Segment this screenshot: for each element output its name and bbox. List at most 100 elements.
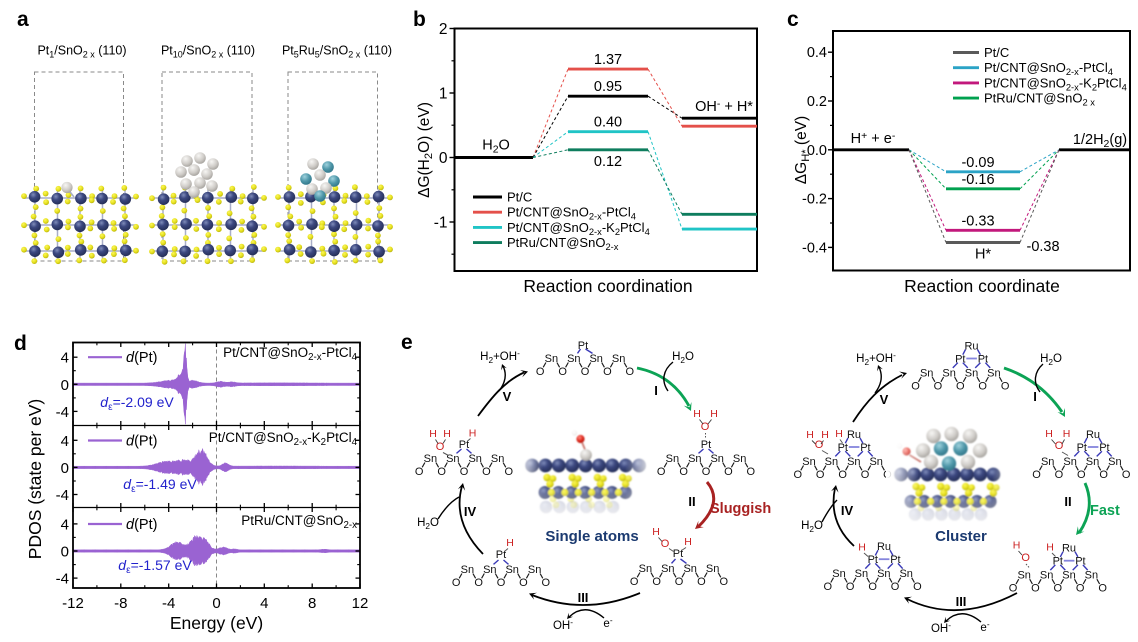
svg-text:O: O <box>934 380 943 392</box>
svg-text:I: I <box>654 383 658 398</box>
svg-text:Sn: Sn <box>899 568 912 580</box>
svg-text:Pt1​/SnO2 x​ (110): Pt1​/SnO2 x​ (110) <box>37 44 126 60</box>
svg-text:OH-​: OH-​ <box>553 618 573 632</box>
svg-text:0: 0 <box>61 544 69 561</box>
svg-text:0.95: 0.95 <box>594 79 622 95</box>
svg-text:O: O <box>702 466 711 478</box>
svg-text:H: H <box>835 428 843 440</box>
svg-text:O: O <box>657 466 666 478</box>
svg-text:III: III <box>578 590 589 605</box>
svg-text:O: O <box>558 366 567 378</box>
svg-text:O: O <box>482 466 491 478</box>
svg-text:-1: -1 <box>434 215 448 232</box>
svg-text:II: II <box>1064 494 1071 509</box>
svg-text:Pt/CNT@SnO2-x​-K2​PtCl4​: Pt/CNT@SnO2-x​-K2​PtCl4​ <box>209 430 358 448</box>
svg-text:e-​: e-​ <box>980 620 989 634</box>
svg-text:Pt: Pt <box>673 548 683 560</box>
svg-text:Sn: Sn <box>424 453 437 465</box>
svg-text:Sn: Sn <box>528 564 541 576</box>
svg-text:Pt: Pt <box>1075 556 1085 568</box>
svg-text:Sn: Sn <box>869 456 882 468</box>
svg-text:O: O <box>720 576 729 588</box>
svg-text:V: V <box>880 392 889 407</box>
svg-text:Pt/CNT@SnO2-x​-K2​PtCl4​: Pt/CNT@SnO2-x​-K2​PtCl4​ <box>984 75 1127 92</box>
svg-text:Sn: Sn <box>612 353 625 365</box>
svg-text:1.37: 1.37 <box>594 52 622 68</box>
svg-text:OH-​: OH-​ <box>931 621 951 635</box>
svg-text:III: III <box>956 594 967 609</box>
svg-text:-0.4: -0.4 <box>802 240 827 256</box>
svg-text:Pt/CNT@SnO2-x​-PtCl4​: Pt/CNT@SnO2-x​-PtCl4​ <box>223 345 357 363</box>
svg-text:Cluster: Cluster <box>935 528 987 545</box>
svg-text:Pt: Pt <box>578 340 588 352</box>
svg-text:Sn: Sn <box>920 368 933 380</box>
svg-text:-0.2: -0.2 <box>802 192 827 208</box>
svg-text:-4: -4 <box>56 571 69 588</box>
svg-text:O: O <box>697 576 706 588</box>
svg-text:O: O <box>1122 469 1131 481</box>
svg-text:Sn: Sn <box>1086 456 1099 468</box>
svg-text:d: d <box>14 332 27 355</box>
svg-text:d(Pt): d(Pt) <box>126 434 157 450</box>
svg-text:Sn: Sn <box>710 453 723 465</box>
svg-text:H: H <box>1063 428 1071 440</box>
svg-text:Ru: Ru <box>964 341 978 353</box>
svg-text:H: H <box>652 526 660 538</box>
svg-text:H: H <box>693 408 701 420</box>
svg-text:-4: -4 <box>56 404 69 421</box>
svg-text:0: 0 <box>212 595 220 612</box>
svg-text:Sn: Sn <box>877 568 890 580</box>
svg-text:H: H <box>821 429 829 441</box>
svg-text:Pt: Pt <box>868 554 878 566</box>
svg-text:Pt/CNT@SnO2-x​-PtCl4​: Pt/CNT@SnO2-x​-PtCl4​ <box>507 205 636 222</box>
svg-text:O: O <box>1031 583 1040 595</box>
svg-text:H+​ + e-​: H+​ + e-​ <box>851 131 896 147</box>
svg-text:Sn: Sn <box>688 453 701 465</box>
svg-text:Sn: Sn <box>733 453 746 465</box>
svg-text:-0.09: -0.09 <box>961 155 994 171</box>
svg-text:O: O <box>1077 469 1086 481</box>
svg-text:4: 4 <box>61 516 69 533</box>
svg-text:-0.16: -0.16 <box>961 172 994 188</box>
svg-text:PDOS (state per eV): PDOS (state per eV) <box>25 399 45 559</box>
svg-text:Ru: Ru <box>1086 429 1100 441</box>
svg-text:Pt: Pt <box>701 439 711 451</box>
svg-text:O: O <box>913 581 922 593</box>
svg-text:Pt5​Ru5​/SnO2 x​ (110): Pt5​Ru5​/SnO2 x​ (110) <box>282 44 392 60</box>
svg-text:O: O <box>437 466 446 478</box>
svg-text:H2​+OH-​: H2​+OH-​ <box>480 349 520 365</box>
svg-text:Sn: Sn <box>1062 570 1075 582</box>
svg-text:Pt: Pt <box>1099 442 1109 454</box>
svg-text:O: O <box>652 576 661 588</box>
svg-text:O: O <box>816 469 825 481</box>
svg-text:O: O <box>675 576 684 588</box>
svg-text:Sn: Sn <box>461 564 474 576</box>
svg-text:V: V <box>503 389 512 404</box>
svg-text:Fast: Fast <box>1090 503 1120 519</box>
svg-text:Pt/C: Pt/C <box>507 190 532 205</box>
svg-text:O: O <box>1076 583 1085 595</box>
svg-text:O: O <box>838 469 847 481</box>
svg-text:O: O <box>911 380 920 392</box>
svg-text:H: H <box>710 408 718 420</box>
svg-text:O: O <box>824 581 833 593</box>
svg-text:Sn: Sn <box>446 453 459 465</box>
svg-text:II: II <box>688 494 695 509</box>
svg-text:PtRu/CNT@SnO2 x​: PtRu/CNT@SnO2 x​ <box>984 91 1095 108</box>
svg-text:Sn: Sn <box>639 563 652 575</box>
svg-text:Sn: Sn <box>825 456 838 468</box>
svg-text:O: O <box>794 469 803 481</box>
svg-text:O: O <box>630 576 639 588</box>
svg-text:O: O <box>497 577 506 589</box>
svg-text:O: O <box>542 577 551 589</box>
svg-text:Pt: Pt <box>978 354 988 366</box>
svg-text:H2​O: H2​O <box>482 138 510 156</box>
svg-text:Sn: Sn <box>589 353 602 365</box>
svg-text:Sn: Sn <box>661 563 674 575</box>
svg-text:a: a <box>17 8 29 31</box>
svg-text:b: b <box>413 8 426 31</box>
svg-text:Sn: Sn <box>683 563 696 575</box>
svg-text:Pt: Pt <box>838 442 848 454</box>
svg-text:0.4: 0.4 <box>807 45 827 61</box>
svg-text:Sn: Sn <box>545 353 558 365</box>
